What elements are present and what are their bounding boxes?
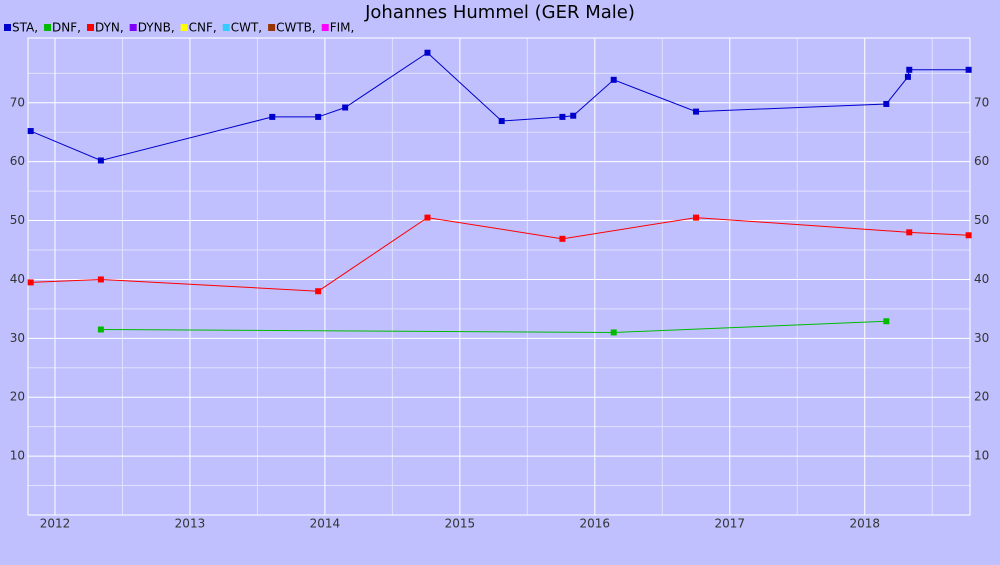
x-tick-label: 2013 bbox=[175, 517, 206, 531]
x-tick-label: 2014 bbox=[310, 517, 341, 531]
y2-tick-label: 30 bbox=[974, 331, 989, 345]
point-marker bbox=[342, 104, 349, 111]
legend-swatch bbox=[4, 24, 11, 31]
series-line bbox=[30, 217, 969, 292]
point-marker bbox=[424, 214, 431, 221]
point-marker bbox=[27, 279, 34, 286]
point-marker bbox=[570, 112, 577, 119]
point-marker bbox=[97, 157, 104, 164]
point-marker bbox=[269, 113, 276, 120]
y2-tick-label: 40 bbox=[974, 272, 989, 286]
x-tick-label: 2015 bbox=[445, 517, 476, 531]
legend-swatch bbox=[44, 24, 52, 31]
chart-title: Johannes Hummel (GER Male) bbox=[364, 2, 635, 23]
legend-label: DNF, bbox=[52, 21, 81, 35]
point-marker bbox=[904, 73, 911, 80]
y-tick-label: 60 bbox=[10, 154, 25, 168]
legend-label: FIM, bbox=[330, 21, 355, 35]
legend-label: DYNB, bbox=[138, 21, 175, 35]
y-tick-label: 40 bbox=[10, 272, 25, 286]
point-marker bbox=[559, 113, 566, 120]
point-marker bbox=[498, 118, 505, 125]
legend-swatch bbox=[180, 24, 188, 31]
point-marker bbox=[965, 232, 972, 239]
legend-label: CWTB, bbox=[276, 21, 316, 35]
legend-swatch bbox=[321, 24, 329, 31]
point-marker bbox=[97, 326, 104, 333]
point-marker bbox=[27, 128, 34, 135]
point-marker bbox=[883, 318, 890, 325]
point-marker bbox=[424, 49, 431, 56]
legend-swatch bbox=[222, 24, 230, 31]
y2-tick-label: 70 bbox=[974, 95, 989, 109]
y2-tick-label: 50 bbox=[974, 213, 989, 227]
plot-frame bbox=[27, 37, 971, 516]
point-marker bbox=[97, 276, 104, 283]
y-tick-label: 50 bbox=[10, 213, 25, 227]
legend-label: CNF, bbox=[189, 21, 217, 35]
point-marker bbox=[559, 235, 566, 242]
point-marker bbox=[906, 66, 913, 73]
point-marker bbox=[965, 66, 972, 73]
point-marker bbox=[315, 113, 322, 120]
legend-swatch bbox=[86, 24, 94, 31]
point-marker bbox=[693, 214, 700, 221]
x-tick-label: 2017 bbox=[715, 517, 746, 531]
y2-tick-label: 60 bbox=[974, 154, 989, 168]
point-marker bbox=[610, 76, 617, 83]
y2-tick-label: 10 bbox=[974, 449, 989, 463]
legend-label: DYN, bbox=[95, 21, 124, 35]
point-marker bbox=[610, 329, 617, 336]
x-tick-label: 2016 bbox=[580, 517, 611, 531]
y-tick-label: 10 bbox=[10, 449, 25, 463]
point-marker bbox=[693, 108, 700, 115]
x-tick-label: 2012 bbox=[40, 517, 71, 531]
y-tick-label: 70 bbox=[10, 95, 25, 109]
legend-swatch bbox=[129, 24, 137, 31]
y-tick-label: 20 bbox=[10, 390, 25, 404]
legend-swatch bbox=[268, 24, 276, 31]
legend-label: CWT, bbox=[231, 21, 262, 35]
point-marker bbox=[906, 229, 913, 236]
legend-label: STA, bbox=[12, 21, 38, 35]
x-tick-label: 2018 bbox=[849, 517, 880, 531]
y-tick-label: 30 bbox=[10, 331, 25, 345]
point-marker bbox=[883, 100, 890, 107]
y2-tick-label: 20 bbox=[974, 390, 989, 404]
point-marker bbox=[315, 288, 322, 295]
